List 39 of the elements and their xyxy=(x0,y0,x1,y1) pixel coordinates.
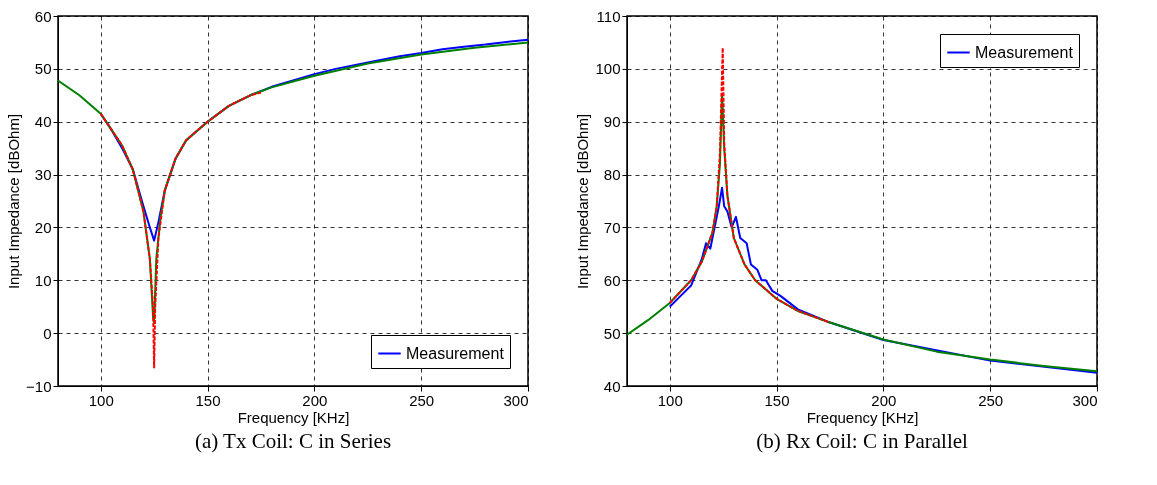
line-series xyxy=(668,186,1097,374)
x-axis-title: Frequency [KHz] xyxy=(237,408,350,426)
y-tick-label: −10 xyxy=(26,377,52,395)
y-tick-label: 60 xyxy=(34,7,52,25)
x-tick-label: 300 xyxy=(1072,391,1098,409)
y-tick-label: 10 xyxy=(34,271,52,289)
x-tick-label: 100 xyxy=(88,391,114,409)
y-tick-label: 70 xyxy=(603,218,621,236)
x-tick-label: 250 xyxy=(409,391,435,409)
y-tick-label: 80 xyxy=(603,166,621,184)
x-axis-title: Frequency [KHz] xyxy=(806,408,919,426)
line-series xyxy=(668,46,831,324)
x-tick-label: 150 xyxy=(764,391,790,409)
legend-label: Measurement xyxy=(406,344,505,362)
y-tick-label: 90 xyxy=(603,113,621,131)
y-axis-title: Input Impedance [dBOhm] xyxy=(5,113,23,290)
line-series xyxy=(58,41,528,324)
y-tick-label: 110 xyxy=(596,7,621,25)
x-tick-label: 200 xyxy=(302,391,328,409)
x-tick-label: 200 xyxy=(871,391,897,409)
y-tick-label: 20 xyxy=(34,218,52,236)
y-axis-title: Input Impedance [dBOhm] xyxy=(574,113,592,290)
legend-label: Measurement xyxy=(975,43,1074,61)
y-tick-label: 40 xyxy=(34,113,52,131)
y-tick-label: 60 xyxy=(603,271,621,289)
y-tick-label: 50 xyxy=(34,60,52,78)
x-tick-label: 250 xyxy=(978,391,1004,409)
y-tick-label: 50 xyxy=(603,324,621,342)
text: (a) Tx Coil: C in Series xyxy=(194,429,392,453)
y-tick-label: 30 xyxy=(34,166,52,184)
line-series xyxy=(627,94,1097,373)
text: (b) Rx Coil: C in Parallel xyxy=(756,429,969,453)
x-tick-label: 150 xyxy=(195,391,221,409)
line-series xyxy=(99,91,262,369)
y-tick-label: 100 xyxy=(595,60,621,78)
y-tick-label: 0 xyxy=(43,324,52,342)
y-tick-label: 40 xyxy=(603,377,621,395)
x-tick-label: 300 xyxy=(503,391,529,409)
x-tick-label: 100 xyxy=(657,391,683,409)
